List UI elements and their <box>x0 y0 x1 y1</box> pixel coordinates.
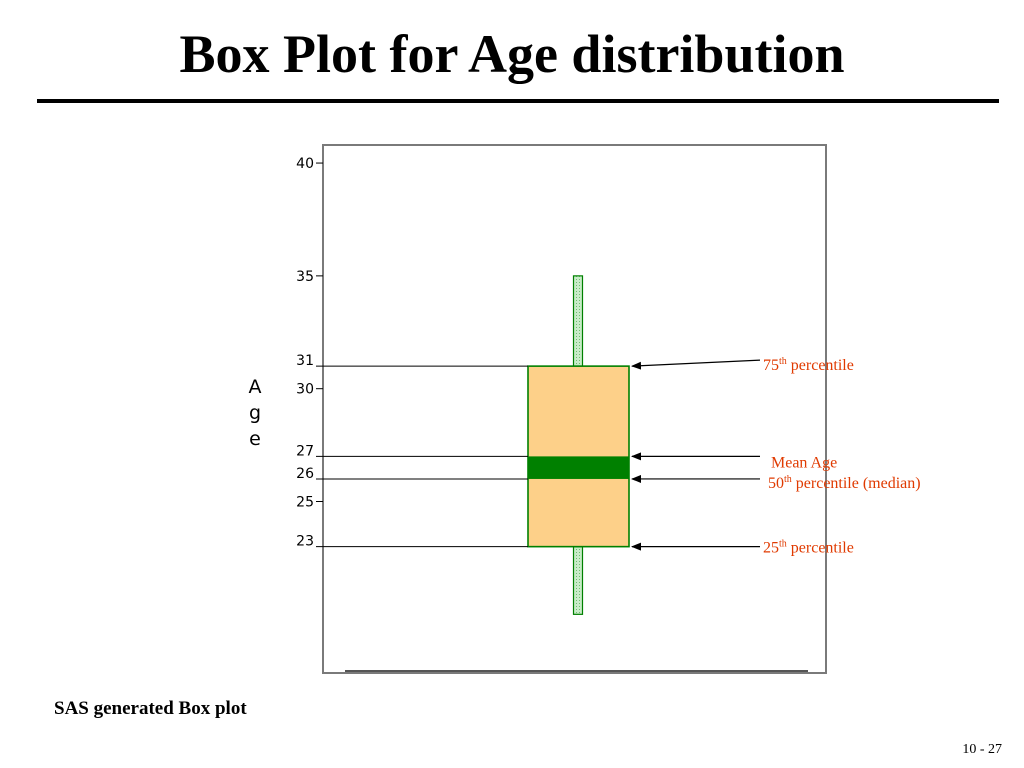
annotation-q1: 25th percentile <box>763 539 854 557</box>
annotation-arrow-q3 <box>631 359 761 370</box>
mean-median-band <box>528 456 629 479</box>
iqr-box <box>527 365 630 548</box>
annotation-mean: Mean Age <box>771 454 837 471</box>
annotation-q3: 75th percentile <box>763 356 854 374</box>
value-label-26: 26 <box>296 466 314 482</box>
chart-title: Box Plot for Age distribution <box>179 24 845 84</box>
y-tick-label-25: 25 <box>296 495 314 511</box>
y-tick-label-30: 30 <box>296 382 314 398</box>
page-number: 10 - 27 <box>962 742 1002 757</box>
value-label-23: 23 <box>296 534 314 550</box>
lower-whisker <box>572 546 584 615</box>
y-axis-label-char: g <box>249 402 261 424</box>
y-tick-label-40: 40 <box>296 156 314 172</box>
y-axis-label-char: e <box>249 428 261 450</box>
y-axis-label-char: A <box>249 376 262 398</box>
annotation-median: 50th percentile (median) <box>768 474 921 492</box>
value-label-27: 27 <box>296 443 314 459</box>
value-label-31: 31 <box>296 353 314 369</box>
y-tick-label-35: 35 <box>296 269 314 285</box>
slide-caption: SAS generated Box plot <box>54 698 247 719</box>
title-divider <box>37 99 999 103</box>
upper-whisker <box>572 275 584 367</box>
